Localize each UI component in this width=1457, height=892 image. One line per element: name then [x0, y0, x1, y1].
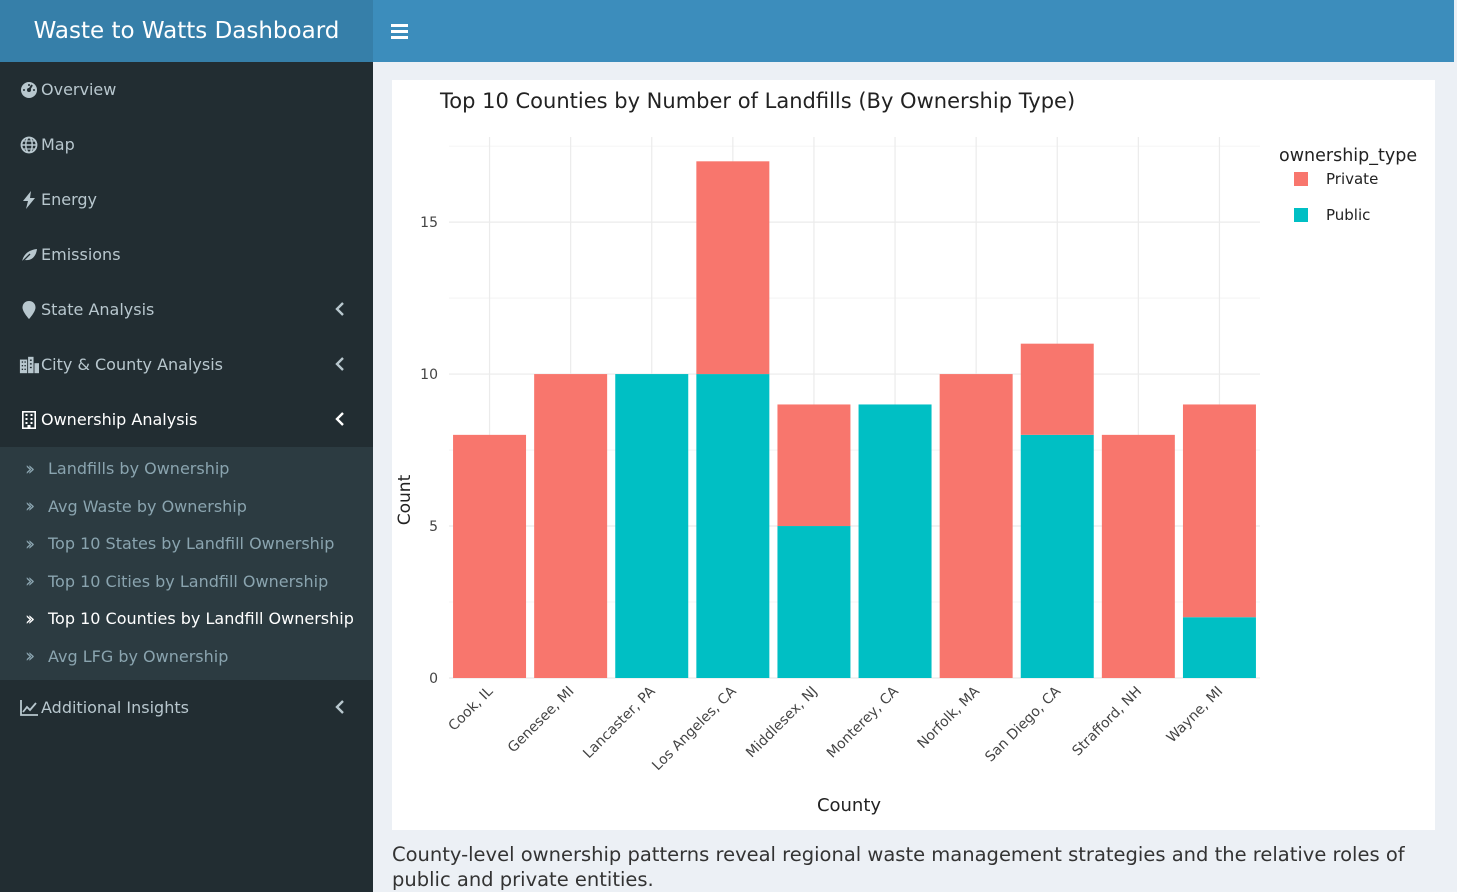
y-tick-label: 15	[420, 215, 438, 231]
legend-swatch	[1294, 172, 1308, 186]
submenu-item-label: Landfills by Ownership	[48, 459, 230, 479]
app-logo[interactable]: Waste to Watts Dashboard	[0, 0, 373, 62]
submenu-item-landfills-by-ownership[interactable]: ›› Landfills by Ownership	[0, 450, 373, 488]
hamburger-icon	[391, 24, 408, 27]
legend-entry: Private	[1326, 170, 1378, 188]
submenu-item-label: Avg LFG by Ownership	[48, 646, 229, 666]
map-marker-icon	[19, 300, 39, 319]
submenu-item-top10-counties[interactable]: ›› Top 10 Counties by Landfill Ownership	[0, 600, 373, 638]
bar-private[interactable]	[777, 404, 851, 527]
bar-private[interactable]	[1020, 343, 1094, 435]
submenu-item-label: Top 10 States by Landfill Ownership	[48, 534, 335, 554]
y-tick-label: 10	[420, 367, 438, 383]
sidebar-item-label: Map	[41, 135, 75, 154]
x-tick-label: Norfolk, MA	[914, 683, 983, 752]
dashboard-icon	[19, 81, 39, 99]
submenu-item-avg-lfg-by-ownership[interactable]: ›› Avg LFG by Ownership	[0, 638, 373, 676]
x-tick-label: Middlesex, NJ	[743, 684, 821, 762]
city-icon	[19, 356, 39, 374]
x-tick-label: Los Angeles, CA	[649, 683, 740, 774]
app-title: Waste to Watts Dashboard	[33, 18, 340, 44]
sidebar-item-label: Overview	[41, 80, 117, 99]
submenu-item-label: Avg Waste by Ownership	[48, 496, 247, 516]
sidebar-item-additional-insights[interactable]: Additional Insights	[0, 680, 373, 735]
double-angle-right-icon: ››	[25, 570, 35, 593]
submenu-item-label: Top 10 Cities by Landfill Ownership	[48, 571, 329, 591]
submenu-item-label: Top 10 Counties by Landfill Ownership	[48, 609, 354, 629]
sidebar-item-ownership-analysis[interactable]: Ownership Analysis	[0, 392, 373, 447]
sidebar-item-label: Energy	[41, 190, 98, 209]
chevron-left-icon	[335, 302, 344, 316]
bar-public[interactable]	[777, 526, 851, 678]
y-axis: 0 5 10 15	[420, 215, 438, 687]
top-navbar	[373, 0, 1454, 62]
bar-private[interactable]	[1182, 404, 1256, 618]
sidebar-item-overview[interactable]: Overview	[0, 62, 373, 117]
double-angle-right-icon: ››	[25, 457, 35, 480]
bar-public[interactable]	[696, 374, 770, 678]
double-angle-right-icon: ››	[25, 645, 35, 668]
chart-panel: Top 10 Counties by Number of Landfills (…	[392, 80, 1435, 830]
sidebar-item-energy[interactable]: Energy	[0, 172, 373, 227]
sidebar-item-label: State Analysis	[41, 300, 155, 319]
bar-public[interactable]	[1182, 617, 1256, 678]
building-icon	[19, 410, 39, 429]
x-tick-label: Wayne, MI	[1164, 684, 1227, 747]
sidebar-item-emissions[interactable]: Emissions	[0, 227, 373, 282]
x-tick-label: Strafford, NH	[1069, 684, 1145, 760]
chevron-left-icon	[335, 412, 344, 426]
x-tick-label: Genesee, MI	[505, 684, 578, 757]
legend-entry: Public	[1326, 206, 1370, 224]
chart-title: Top 10 Counties by Number of Landfills (…	[439, 89, 1075, 113]
bar-private[interactable]	[1101, 434, 1175, 678]
sidebar-item-label: Additional Insights	[41, 698, 189, 717]
sidebar: Overview Map Energy Emissions State Anal…	[0, 62, 373, 892]
submenu-item-avg-waste-by-ownership[interactable]: ›› Avg Waste by Ownership	[0, 488, 373, 526]
chevron-left-icon	[335, 700, 344, 714]
x-axis-label: County	[817, 795, 881, 816]
y-tick-label: 5	[429, 519, 438, 535]
sidebar-item-map[interactable]: Map	[0, 117, 373, 172]
bar-public[interactable]	[858, 404, 932, 678]
globe-icon	[19, 136, 39, 154]
legend-title: ownership_type	[1279, 146, 1417, 166]
sidebar-toggle-button[interactable]	[391, 21, 409, 41]
chart-bars	[453, 161, 1256, 678]
chart-caption: County-level ownership patterns reveal r…	[392, 843, 1405, 891]
sidebar-item-label: City & County Analysis	[41, 355, 223, 374]
sidebar-item-label: Ownership Analysis	[41, 410, 198, 429]
legend: Private Public	[1294, 170, 1378, 224]
x-tick-label: San Diego, CA	[982, 683, 1064, 765]
submenu-item-top10-cities[interactable]: ›› Top 10 Cities by Landfill Ownership	[0, 563, 373, 601]
bar-private[interactable]	[939, 374, 1013, 678]
double-angle-right-icon: ››	[25, 607, 35, 630]
submenu-item-top10-states[interactable]: ›› Top 10 States by Landfill Ownership	[0, 525, 373, 563]
sidebar-item-state-analysis[interactable]: State Analysis	[0, 282, 373, 337]
bolt-icon	[19, 190, 39, 209]
double-angle-right-icon: ››	[25, 532, 35, 555]
bar-public[interactable]	[615, 374, 689, 678]
y-tick-label: 0	[429, 671, 438, 687]
sidebar-item-label: Emissions	[41, 245, 121, 264]
x-tick-label: Cook, IL	[446, 683, 497, 734]
bar-private[interactable]	[453, 434, 527, 678]
stacked-bar-chart: Top 10 Counties by Number of Landfills (…	[395, 89, 1417, 816]
line-chart-icon	[19, 699, 39, 716]
bar-private[interactable]	[696, 161, 770, 375]
bar-public[interactable]	[1020, 434, 1094, 678]
x-tick-label: Monterey, CA	[824, 683, 902, 761]
sidebar-menu-bottom: Additional Insights	[0, 680, 373, 735]
bar-private[interactable]	[534, 374, 608, 678]
double-angle-right-icon: ››	[25, 495, 35, 518]
sidebar-item-city-county-analysis[interactable]: City & County Analysis	[0, 337, 373, 392]
sidebar-menu: Overview Map Energy Emissions State Anal…	[0, 62, 373, 447]
chevron-left-icon	[335, 357, 344, 371]
leaf-icon	[19, 247, 39, 263]
ownership-submenu: ›› Landfills by Ownership ›› Avg Waste by …	[0, 447, 373, 680]
y-axis-label: Count	[395, 474, 415, 525]
legend-swatch	[1294, 208, 1308, 222]
x-tick-label: Lancaster, PA	[580, 683, 659, 762]
